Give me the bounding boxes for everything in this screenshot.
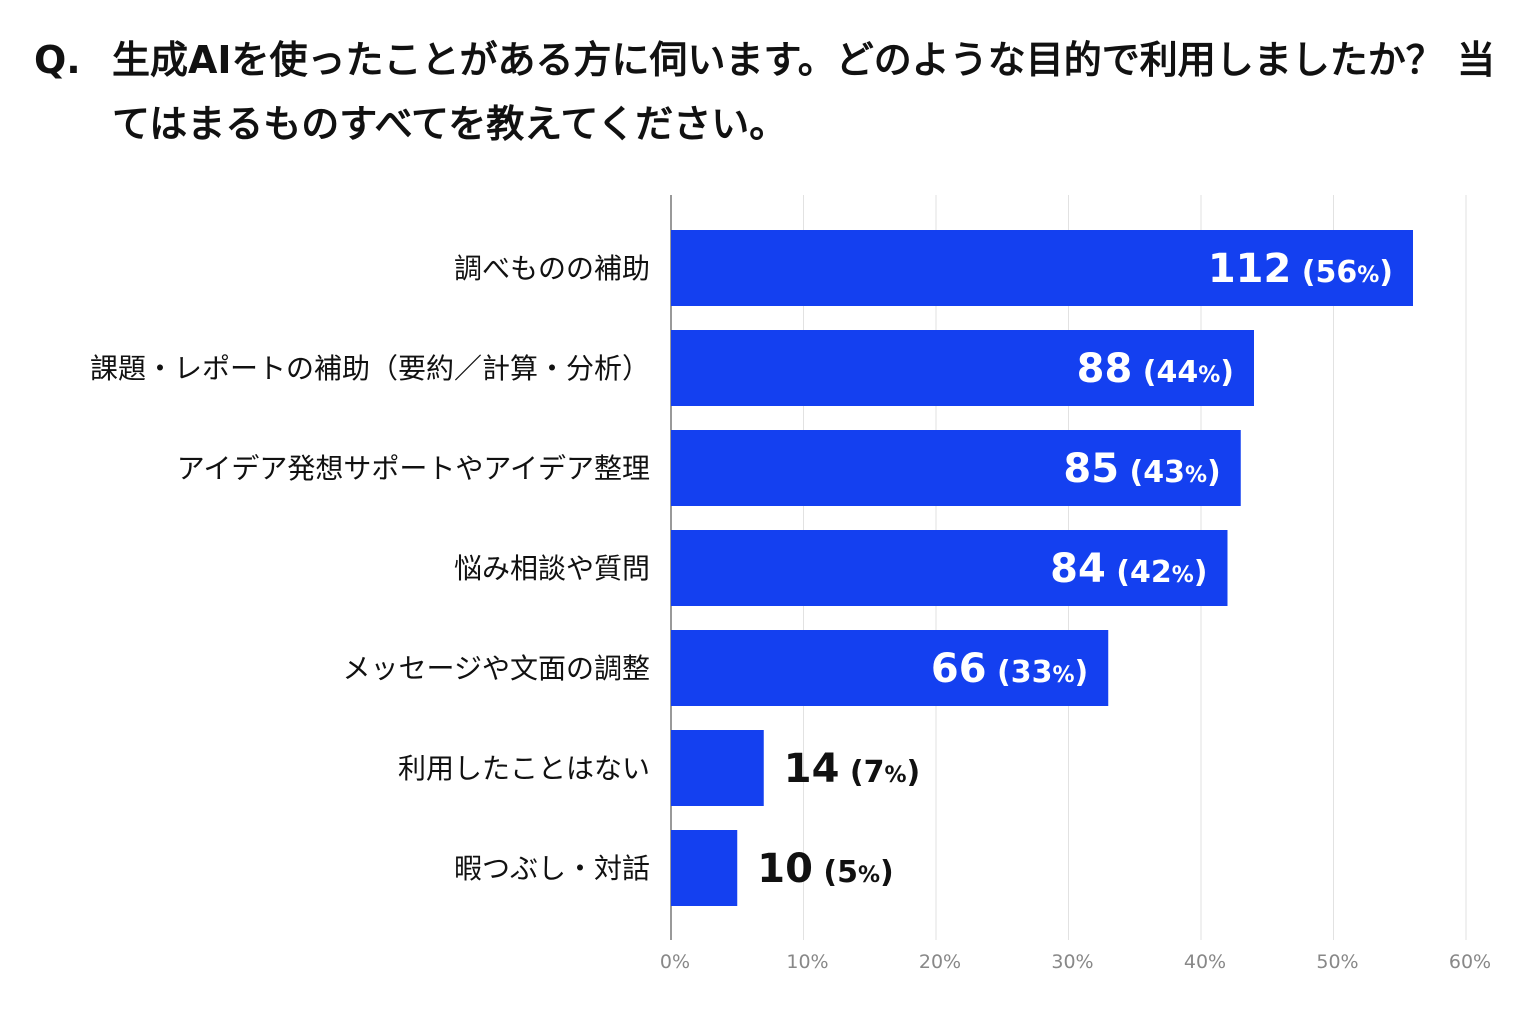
data-label: 10 (5%) xyxy=(757,846,893,892)
bar xyxy=(671,330,1254,406)
category-label: 悩み相談や質問 xyxy=(454,552,650,585)
bar xyxy=(671,430,1241,506)
x-tick-label: 40% xyxy=(1184,951,1226,973)
data-label: 66 (33%) xyxy=(931,646,1088,692)
category-label: 調べものの補助 xyxy=(454,252,650,285)
question-prefix: Q. xyxy=(34,38,81,82)
x-tick-label: 50% xyxy=(1316,951,1358,973)
bar xyxy=(671,530,1228,606)
x-tick-label: 0% xyxy=(660,951,690,973)
data-label: 112 (56%) xyxy=(1208,246,1393,292)
data-label: 84 (42%) xyxy=(1050,546,1207,592)
category-label: アイデア発想サポートやアイデア整理 xyxy=(177,452,650,485)
bar xyxy=(671,630,1109,706)
x-tick-label: 60% xyxy=(1449,951,1491,973)
bar xyxy=(671,730,764,806)
bar xyxy=(671,830,738,906)
category-label: 暇つぶし・対話 xyxy=(454,852,650,885)
category-label: 課題・レポートの補助（要約／計算・分析） xyxy=(90,352,650,385)
data-label: 14 (7%) xyxy=(784,746,920,792)
bar xyxy=(671,230,1413,306)
x-tick-label: 20% xyxy=(919,951,961,973)
category-label: 利用したことはない xyxy=(398,752,650,785)
x-tick-label: 30% xyxy=(1051,951,1093,973)
data-label: 88 (44%) xyxy=(1077,346,1234,392)
question-text: 生成AIを使ったことがある方に伺います。どのような目的で利用しましたか？ 当ては… xyxy=(112,38,1495,146)
x-tick-label: 10% xyxy=(786,951,828,973)
data-label: 85 (43%) xyxy=(1063,446,1220,492)
category-label: メッセージや文面の調整 xyxy=(343,652,650,685)
